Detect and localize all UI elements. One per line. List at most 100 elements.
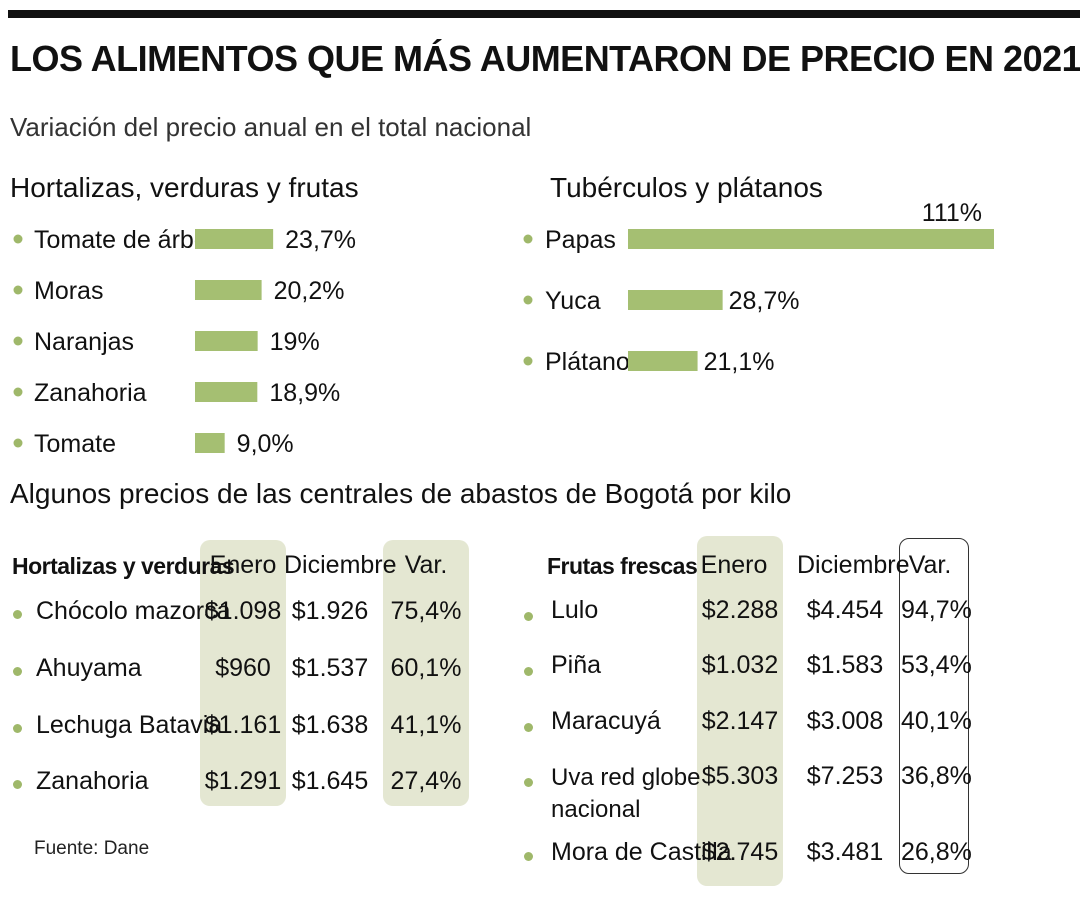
left-col-var: Var. <box>404 551 448 579</box>
chart-hortalizas-svg: Tomate de árbol 23,7% Moras 20,2% Naranjas 19… <box>13 226 356 458</box>
bullet-icon <box>13 667 22 676</box>
right-row-diciembre: $7.253 <box>806 762 884 790</box>
bar-category-label: Tomate <box>34 430 116 458</box>
bar-value-label: 111% <box>922 199 982 227</box>
left-row-diciembre: $1.537 <box>291 654 369 682</box>
left-row-var: 75,4% <box>390 597 462 625</box>
chart-tuberculos: Papas 111% Yuca 28,7% Plátanos 21,1% <box>510 195 1070 395</box>
bullet-icon <box>524 778 533 787</box>
bar-category-label: Yuca <box>545 287 601 315</box>
left-row-enero: $1.161 <box>204 711 282 739</box>
bullet-icon <box>523 295 533 305</box>
right-col-enero: Enero <box>700 551 768 579</box>
bar <box>195 331 258 351</box>
left-row-name: Ahuyama <box>36 654 142 682</box>
right-var-frame <box>899 538 969 874</box>
bar-value-label: 18,9% <box>269 379 340 407</box>
right-row-enero: $2.288 <box>701 596 779 624</box>
bullet-icon <box>524 852 533 861</box>
bar-category-label: Papas <box>545 226 616 254</box>
left-table-heading: Hortalizas y verduras <box>12 553 235 579</box>
bullet-icon <box>13 610 22 619</box>
bullet-icon <box>524 667 533 676</box>
right-row-var: 94,7% <box>901 596 972 624</box>
left-col-diciembre: Diciembre <box>284 551 397 579</box>
right-col-diciembre: Diciembre <box>797 551 910 579</box>
bar <box>628 351 698 371</box>
bullet-icon <box>13 285 23 295</box>
right-enero-highlight <box>697 536 783 886</box>
bar-category-label: Naranjas <box>34 328 134 356</box>
right-row-name: Mora de Castilla <box>551 838 732 866</box>
bar-value-label: 28,7% <box>729 287 800 315</box>
right-col-var: Var. <box>908 551 952 579</box>
bar-category-label: Moras <box>34 277 103 305</box>
left-enero-highlight <box>200 540 286 806</box>
source-note: Fuente: Dane <box>34 838 150 859</box>
right-row-var: 36,8% <box>901 762 972 790</box>
right-row-name: Lulo <box>551 596 599 624</box>
left-row-name: Chócolo mazorca <box>36 597 231 625</box>
chart-tuberculos-svg: Papas 111% Yuca 28,7% Plátanos 21,1% <box>523 199 994 376</box>
bar-value-label: 21,1% <box>704 348 775 376</box>
right-row-name: Maracuyá <box>551 707 661 735</box>
right-row-diciembre: $3.008 <box>806 707 884 735</box>
chart-title-hortalizas: Hortalizas, verduras y frutas <box>10 172 359 203</box>
left-row-name: Lechuga Batavia <box>36 711 223 739</box>
bullet-icon <box>13 780 22 789</box>
bar-category-label: Plátanos <box>545 348 642 376</box>
bar-category-label: Zanahoria <box>34 379 147 407</box>
bullet-icon <box>523 356 533 366</box>
left-var-highlight <box>383 540 469 806</box>
top-rule <box>8 10 1080 18</box>
right-row-var: 26,8% <box>901 838 972 866</box>
left-row-enero: $1.291 <box>204 767 282 795</box>
bar <box>628 290 723 310</box>
infographic-title: LOS ALIMENTOS QUE MÁS AUMENTARON DE PREC… <box>10 38 1080 79</box>
bullet-icon <box>13 438 23 448</box>
bar <box>195 229 274 249</box>
left-row-var: 41,1% <box>390 711 462 739</box>
bullet-icon <box>523 234 533 244</box>
right-row-diciembre: $4.454 <box>806 596 884 624</box>
infographic-subtitle: Variación del precio anual en el total n… <box>10 112 532 142</box>
left-row-name: Zanahoria <box>36 767 149 795</box>
right-row-enero: $5.303 <box>701 762 779 790</box>
bar <box>195 280 262 300</box>
bar <box>195 433 225 453</box>
bullet-icon <box>524 723 533 732</box>
right-row-enero: $1.032 <box>701 651 779 679</box>
right-row-var: 53,4% <box>901 651 972 679</box>
left-row-diciembre: $1.645 <box>291 767 369 795</box>
bar-value-label: 20,2% <box>274 277 345 305</box>
chart-title-tuberculos: Tubérculos y plátanos <box>550 172 823 203</box>
chart-hortalizas: Tomate de árbol 23,7% Moras 20,2% Naranjas 19… <box>0 215 520 465</box>
left-row-var: 27,4% <box>390 767 462 795</box>
left-col-enero: Enero <box>209 551 277 579</box>
bar-value-label: 23,7% <box>285 226 356 254</box>
bar-value-label: 9,0% <box>237 430 294 458</box>
bar <box>195 382 258 402</box>
bullet-icon <box>13 336 23 346</box>
bullet-icon <box>13 234 23 244</box>
left-row-enero: $1.098 <box>204 597 282 625</box>
right-row-name: Uva red globe <box>551 764 701 791</box>
bar-category-label: Tomate de árbol <box>34 226 213 254</box>
right-row-enero: $2.745 <box>701 838 779 866</box>
bar <box>628 229 994 249</box>
bullet-icon <box>13 724 22 733</box>
right-row-var: 40,1% <box>901 707 972 735</box>
left-row-diciembre: $1.926 <box>291 597 369 625</box>
bullet-icon <box>13 387 23 397</box>
prices-title: Algunos precios de las centrales de abas… <box>10 478 792 509</box>
left-row-enero: $960 <box>215 654 271 682</box>
left-row-diciembre: $1.638 <box>291 711 369 739</box>
right-table-heading: Frutas frescas <box>547 553 698 579</box>
right-row-name-line2: nacional <box>551 796 641 823</box>
bullet-icon <box>524 612 533 621</box>
right-row-diciembre: $3.481 <box>806 838 884 866</box>
left-row-var: 60,1% <box>390 654 462 682</box>
bar-value-label: 19% <box>270 328 320 356</box>
right-row-diciembre: $1.583 <box>806 651 884 679</box>
right-row-enero: $2.147 <box>701 707 779 735</box>
